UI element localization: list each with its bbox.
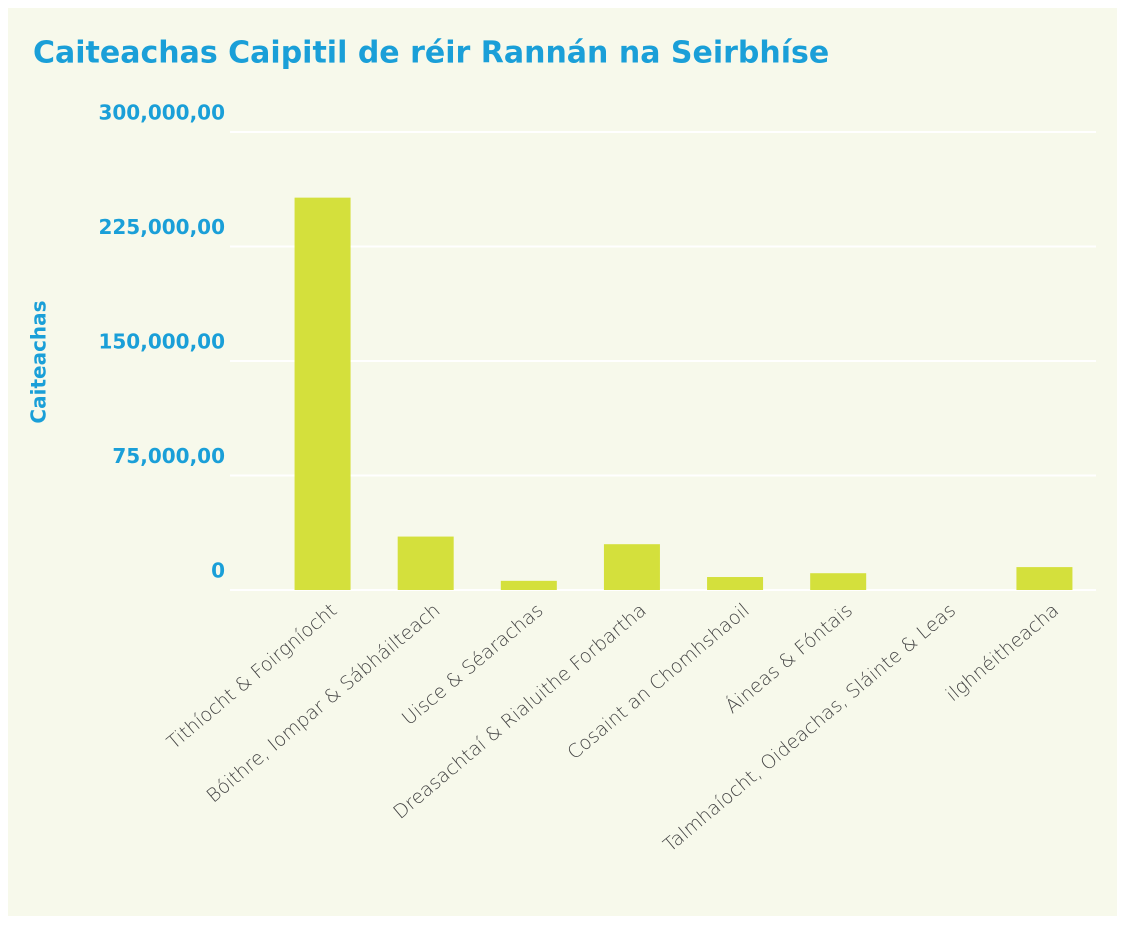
panel <box>8 8 1117 916</box>
y-tick-label: 300,000,00 <box>98 101 225 125</box>
y-tick-label: 225,000,00 <box>98 215 225 239</box>
bar <box>500 580 557 590</box>
chart-title: Caiteachas Caipitil de réir Rannán na Se… <box>33 36 829 71</box>
bar <box>603 544 660 590</box>
y-axis-label: Caiteachas <box>27 300 51 423</box>
y-tick-label: 150,000,00 <box>98 330 225 354</box>
bar <box>1016 567 1073 590</box>
y-tick-label: 0 <box>211 559 225 583</box>
bar <box>707 577 764 590</box>
bar <box>294 197 351 590</box>
bar <box>397 536 454 590</box>
y-tick-label: 75,000,00 <box>112 444 225 468</box>
bar <box>810 573 867 590</box>
